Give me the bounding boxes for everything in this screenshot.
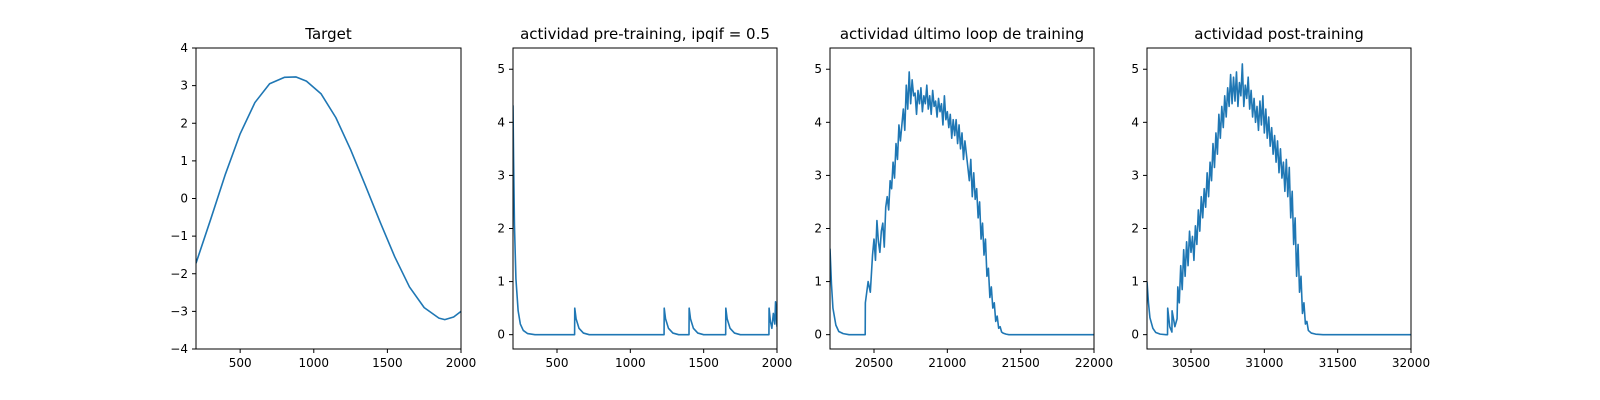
x-tick-label: 1000 <box>299 356 330 370</box>
x-tick-label: 31000 <box>1245 356 1283 370</box>
y-tick-label: 0 <box>497 328 505 342</box>
chart-title: actividad post-training <box>1194 25 1363 43</box>
subplot-post-training: actividad post-training 30500 31000 31500 3… <box>1131 25 1430 370</box>
x-tick-label: 21500 <box>1002 356 1040 370</box>
y-tick-label: 3 <box>1131 168 1139 182</box>
y-tick-label: −1 <box>170 229 188 243</box>
subplot-pre-training: actividad pre-training, ipqif = 0.5 500 1… <box>497 25 792 370</box>
axes-frame <box>512 47 778 350</box>
x-tick-label: 1000 <box>615 356 646 370</box>
subplot-target: Target 500 1000 1500 2000 −4 −3 −2 −1 0 1 2 3 4 <box>170 25 476 370</box>
x-tick-label: 30500 <box>1172 356 1210 370</box>
y-tick-label: 0 <box>180 192 188 206</box>
y-tick-label: 5 <box>1131 62 1139 76</box>
series-line <box>513 105 777 336</box>
y-tick-label: 3 <box>180 79 188 93</box>
y-tick-label: −2 <box>170 267 188 281</box>
y-tick-label: 3 <box>497 168 505 182</box>
x-tick-label: 21000 <box>928 356 966 370</box>
series-line <box>830 71 1094 336</box>
y-tick-label: 1 <box>1131 275 1139 289</box>
y-tick-label: 2 <box>1131 221 1139 235</box>
y-tick-label: 3 <box>814 168 822 182</box>
x-tick-label: 31500 <box>1319 356 1357 370</box>
y-tick-label: 5 <box>497 62 505 76</box>
y-tick-label: 1 <box>814 275 822 289</box>
chart-title: actividad último loop de training <box>840 25 1084 43</box>
x-tick-label: 500 <box>546 356 569 370</box>
subplot-last-training-loop: actividad último loop de training 20500 2… <box>814 25 1113 370</box>
y-tick-label: −4 <box>170 342 188 356</box>
x-tick-label: 2000 <box>446 356 477 370</box>
x-tick-label: 20500 <box>855 356 893 370</box>
y-tick-label: 0 <box>814 328 822 342</box>
x-tick-label: 1500 <box>688 356 719 370</box>
y-tick-label: 1 <box>497 275 505 289</box>
y-tick-label: 5 <box>814 62 822 76</box>
x-tick-label: 1500 <box>372 356 403 370</box>
series-line <box>196 76 461 321</box>
y-tick-label: 1 <box>180 154 188 168</box>
axes-frame <box>829 47 1095 350</box>
y-tick-label: 4 <box>497 115 505 129</box>
x-tick-label: 22000 <box>1075 356 1113 370</box>
y-tick-label: 2 <box>814 221 822 235</box>
y-tick-label: 0 <box>1131 328 1139 342</box>
y-tick-label: −3 <box>170 304 188 318</box>
series-line <box>1147 63 1411 336</box>
x-tick-label: 2000 <box>762 356 793 370</box>
y-tick-label: 2 <box>497 221 505 235</box>
x-tick-label: 32000 <box>1392 356 1430 370</box>
chart-title: actividad pre-training, ipqif = 0.5 <box>520 25 770 43</box>
axes-frame <box>1146 47 1412 350</box>
y-tick-label: 4 <box>180 41 188 55</box>
y-tick-label: 2 <box>180 116 188 130</box>
y-tick-label: 4 <box>814 115 822 129</box>
chart-title: Target <box>304 25 352 43</box>
x-tick-label: 500 <box>229 356 252 370</box>
y-tick-label: 4 <box>1131 115 1139 129</box>
